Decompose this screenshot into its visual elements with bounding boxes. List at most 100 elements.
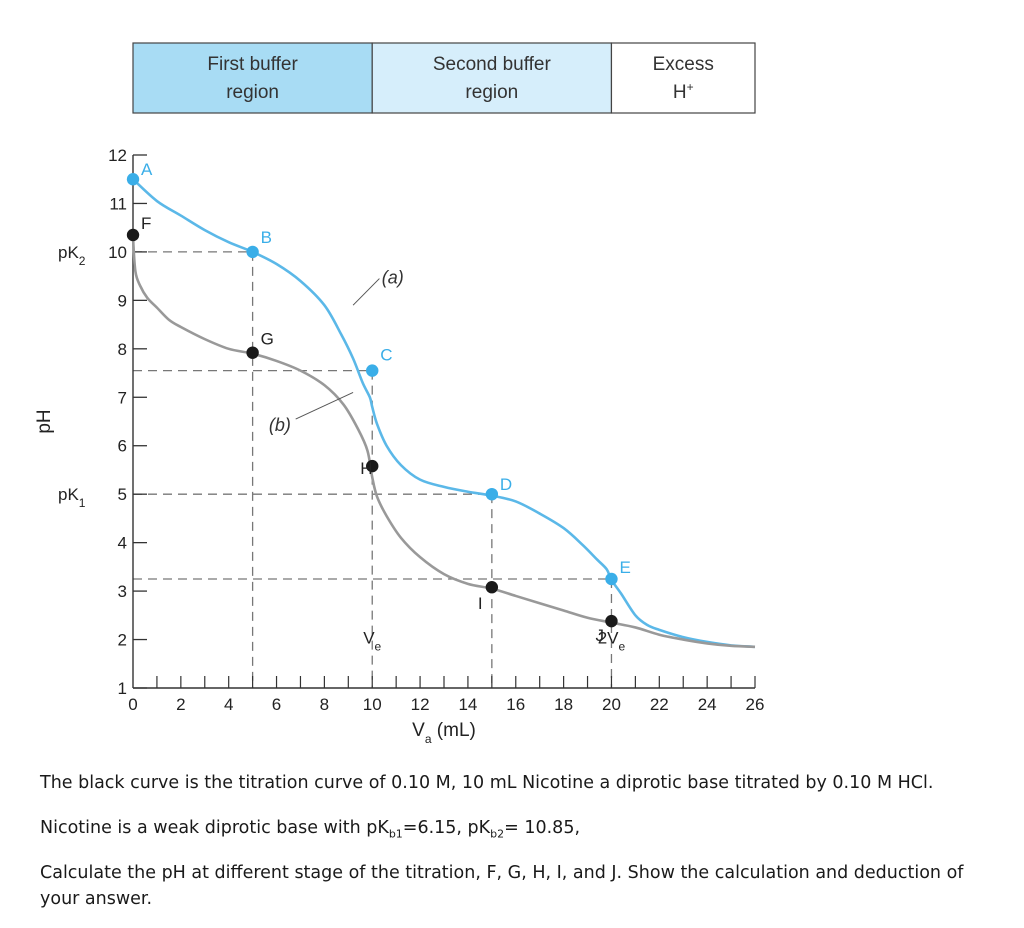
y-tick-label-1: 1 — [118, 679, 127, 698]
y-tick-label-2: 2 — [118, 631, 127, 650]
x-tick-label-18: 18 — [554, 695, 573, 714]
series-line-b — [131, 237, 756, 649]
series-label-b: (b) — [269, 415, 291, 435]
point-label-g-part: G — [261, 330, 274, 349]
point-label-f: F — [141, 214, 151, 233]
question-line-3: Calculate the pH at different stage of t… — [40, 863, 964, 909]
y-axis-label-part: pH — [34, 409, 55, 433]
point-i — [485, 581, 499, 594]
x-tick-label-22: 22 — [650, 695, 669, 714]
point-label-j: J — [595, 626, 604, 645]
y-tick-label-6: 6 — [118, 437, 127, 456]
pk2-label-part: 2 — [79, 254, 86, 268]
point-label-c: C — [380, 346, 392, 365]
region-label-1-line1-part: First buffer — [207, 54, 298, 75]
x-tick-label-10-part: 10 — [363, 695, 382, 714]
question-line-2: Nicotine is a weak diprotic base with pK… — [40, 815, 990, 848]
y-axis-label: pH — [34, 409, 55, 433]
point-label-g: G — [261, 330, 274, 349]
point-f — [126, 228, 140, 242]
point-label-i: I — [478, 594, 483, 613]
region-label-3-line2: H+ — [673, 80, 694, 103]
region-box-3 — [610, 42, 756, 114]
two-ve-label: 2Ve — [598, 629, 626, 654]
titration-curves — [131, 178, 756, 649]
two-ve-label-part: e — [619, 640, 626, 654]
y-tick-label-8-part: 8 — [118, 340, 127, 359]
point-label-f-part: F — [141, 214, 151, 233]
region-label-3-line1: Excess — [653, 54, 714, 75]
y-tick-label-11: 11 — [109, 194, 127, 213]
region-label-2-line2: region — [465, 82, 518, 103]
y-tick-label-12: 12 — [108, 146, 127, 165]
q2-sub-b2: b2 — [490, 827, 505, 841]
q2-part-b: =6.15, pK — [402, 818, 491, 838]
x-tick-label-12-part: 12 — [411, 695, 430, 714]
y-tick-label-11-part: 11 — [109, 194, 127, 213]
region-box-1 — [132, 42, 373, 114]
region-label-1-line1: First buffer — [207, 54, 298, 75]
point-label-e-part: E — [619, 558, 630, 577]
point-h — [366, 459, 379, 473]
region-label-3-line2-part: + — [687, 80, 694, 94]
x-axis-label-part: (mL) — [432, 720, 476, 741]
series-label-a-part: (a) — [382, 267, 404, 287]
x-tick-label-8-part: 8 — [320, 695, 329, 714]
point-label-a: A — [141, 160, 153, 179]
y-tick-label-12-part: 12 — [108, 146, 127, 165]
x-tick-label-26-part: 26 — [746, 695, 765, 714]
x-tick-label-20: 20 — [602, 695, 621, 714]
y-tick-label-2-part: 2 — [118, 631, 127, 650]
point-b — [246, 245, 259, 259]
series-a-leader — [352, 278, 380, 306]
point-e — [605, 572, 618, 586]
y-tick-label-9-part: 9 — [118, 291, 127, 310]
x-tick-label-26: 26 — [746, 695, 765, 714]
y-tick-label-4: 4 — [118, 534, 127, 553]
x-tick-label-16: 16 — [506, 695, 525, 714]
x-tick-label-24-part: 24 — [698, 695, 717, 714]
region-label-1-line2: region — [226, 82, 279, 103]
y-tick-label-6-part: 6 — [118, 437, 127, 456]
region-label-1-line2-part: region — [226, 82, 279, 103]
point-a — [126, 173, 140, 186]
q2-part-a: Nicotine is a weak diprotic base with pK — [40, 818, 389, 838]
y-tick-label-3: 3 — [118, 582, 127, 601]
y-tick-label-5: 5 — [118, 485, 127, 504]
point-g — [246, 346, 259, 359]
x-tick-label-6-part: 6 — [272, 695, 281, 714]
region-label-3-line1-part: Excess — [653, 54, 714, 75]
region-label-3-line2-part: H — [673, 82, 687, 103]
series-line-a — [132, 178, 756, 649]
point-label-h-part: H — [360, 459, 372, 478]
y-tick-label-1-part: 1 — [118, 679, 127, 698]
x-tick-label-6: 6 — [272, 695, 281, 714]
point-label-a-part: A — [141, 160, 153, 179]
x-tick-label-24: 24 — [698, 695, 717, 714]
x-tick-label-8: 8 — [320, 695, 329, 714]
region-label-2-line1-part: Second buffer — [433, 54, 552, 75]
x-axis-label-part: V — [412, 720, 425, 741]
y-tick-label-3-part: 3 — [118, 582, 127, 601]
y-tick-label-7: 7 — [118, 388, 127, 407]
q2-sub-b1: b1 — [388, 827, 403, 841]
x-tick-label-0: 0 — [128, 695, 137, 714]
x-tick-label-2-part: 2 — [176, 695, 185, 714]
x-tick-label-14: 14 — [458, 695, 477, 714]
series-b-leader — [295, 391, 354, 420]
y-tick-label-5-part: 5 — [118, 485, 127, 504]
point-label-e: E — [619, 558, 630, 577]
x-tick-label-2: 2 — [176, 695, 185, 714]
point-label-c-part: C — [380, 346, 392, 365]
series-label-b-part: (b) — [269, 415, 291, 435]
x-tick-label-4-part: 4 — [224, 695, 233, 714]
point-label-b: B — [261, 228, 272, 247]
y-tick-label-7-part: 7 — [118, 388, 127, 407]
pk2-label: pK2 — [58, 243, 86, 268]
buffer-region-header: First buffer region Second buffer region Exc… — [132, 42, 756, 114]
point-label-b-part: B — [261, 228, 272, 247]
region-label-2-line1: Second buffer — [433, 54, 552, 75]
pk2-label-part: pK — [58, 243, 79, 262]
